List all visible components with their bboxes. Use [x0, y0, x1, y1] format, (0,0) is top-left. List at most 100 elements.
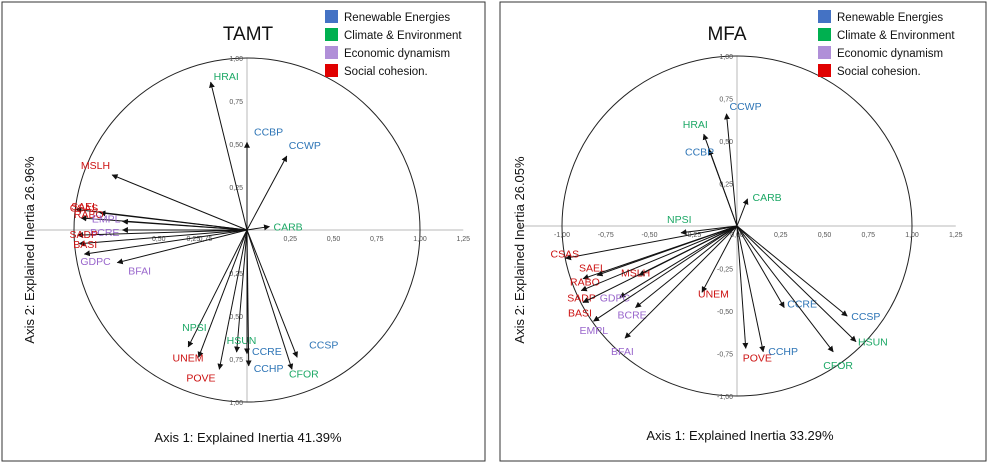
- loading-arrow-ccre: [736, 225, 785, 309]
- loading-arrow-pove: [217, 229, 248, 370]
- x-tick-label: 0,25: [283, 236, 297, 243]
- variable-label-mslh: MSLH: [81, 160, 110, 172]
- variable-label-cfor: CFOR: [823, 360, 853, 372]
- chart-title: MFA: [707, 24, 746, 45]
- variable-label-csas: CSAS: [551, 248, 580, 260]
- variable-label-ccwp: CCWP: [289, 140, 321, 152]
- loading-arrow-cfor: [736, 225, 834, 353]
- loading-arrow-sadp: [76, 229, 248, 238]
- variable-label-rabo: RABO: [74, 209, 104, 221]
- x-tick-label: 0,75: [861, 232, 875, 239]
- loading-arrow-sadp: [580, 225, 738, 292]
- x-tick-label: 1,00: [905, 232, 919, 239]
- x-tick-label: -0,25: [685, 232, 701, 239]
- correlation-circle: [73, 57, 421, 403]
- legend-label: Social cohesion.: [837, 66, 921, 78]
- legend-label: Climate & Environment: [837, 30, 955, 42]
- variable-label-ccwp: CCWP: [730, 101, 762, 113]
- y-tick-label: 0,25: [719, 182, 733, 189]
- variable-label-sael: SAEL: [71, 201, 98, 213]
- legend-swatch: [818, 64, 831, 77]
- loading-arrow-hsun: [736, 225, 857, 342]
- loading-arrow-bcre: [635, 225, 738, 308]
- legend-swatch: [325, 46, 338, 59]
- variable-label-hrai: HRAI: [683, 119, 708, 131]
- loading-arrow-cchp: [736, 225, 766, 353]
- legend-swatch: [325, 28, 338, 41]
- y-tick-label: -1,00: [717, 394, 733, 401]
- legend-label: Renewable Energies: [344, 12, 450, 24]
- y-tick-label: -0,25: [717, 267, 733, 274]
- legend-label: Renewable Energies: [837, 12, 943, 24]
- loading-arrow-basi: [582, 225, 738, 303]
- correlation-circle: [561, 55, 913, 397]
- mfa-panel: -1,00 -0,75 -0,50 -0,25 0,00 0,25 0,50 0,75 1,00…: [499, 1, 987, 462]
- y-tick-label: 1,00: [719, 54, 733, 61]
- variable-label-basi: BASI: [73, 239, 97, 251]
- variable-label-bcre: BCRE: [618, 310, 647, 322]
- loading-arrow-ccsp: [246, 229, 298, 358]
- y-tick-label: 0,25: [229, 185, 243, 192]
- loading-arrow-npsi: [680, 225, 738, 236]
- loading-arrow-ccwp: [246, 155, 288, 231]
- loading-arrow-ccsp: [736, 225, 848, 317]
- variable-label-bfai: BFAI: [128, 266, 151, 278]
- legend: Renewable Energies Climate & Environment E…: [818, 10, 955, 78]
- loading-arrow-ccbp: [708, 149, 738, 227]
- loading-arrow-cchp: [245, 229, 252, 367]
- loading-arrow-rabo: [582, 225, 738, 280]
- variable-label-ccsp: CCSP: [851, 311, 880, 323]
- x-tick-label: 1,25: [456, 236, 470, 243]
- loading-arrow-carb: [736, 198, 749, 227]
- loading-arrow-sael: [99, 210, 248, 231]
- variable-label-npsi: NPSI: [182, 322, 207, 334]
- tamt-panel: 0,50 0,750,25 0,25 0,50 0,75 1,00 1,251,000,75…: [1, 1, 486, 462]
- variable-label-ccre: CCRE: [787, 299, 817, 311]
- variable-label-gdpc: GDPC: [600, 292, 631, 304]
- x-tick-label: -1,00: [554, 232, 570, 239]
- variable-label-unem: UNEM: [698, 288, 729, 300]
- y-tick-label: 0,75: [229, 99, 243, 106]
- y-tick-label: -0,50: [717, 309, 733, 316]
- x-tick-label: -0,50: [642, 232, 658, 239]
- loading-arrow-cfor: [246, 229, 294, 370]
- loading-arrow-pove: [736, 225, 749, 349]
- plot-frame: [1, 1, 486, 462]
- x-tick-label: 0,50: [327, 236, 341, 243]
- variable-label-hrai: HRAI: [214, 71, 239, 83]
- chart-title: TAMT: [223, 24, 274, 45]
- x-tick-label: 0,50: [152, 236, 166, 243]
- loading-arrow-empl: [593, 225, 738, 322]
- variable-label-mslh: MSLH: [621, 267, 650, 279]
- y-tick-label: 0,50: [229, 314, 243, 321]
- variable-label-pove: POVE: [186, 372, 215, 384]
- loading-arrow-basi: [78, 229, 248, 247]
- variable-label-npsi: NPSI: [667, 214, 692, 226]
- y-axis-title: Axis 2: Explained Inertia 26.96%: [22, 156, 37, 344]
- loading-arrow-bfai: [624, 225, 738, 339]
- loading-arrow-npsi: [187, 229, 248, 348]
- loading-arrow-empl: [121, 218, 248, 231]
- variable-label-empl: EMPL: [92, 213, 121, 225]
- x-tick-label: 0,50: [818, 232, 832, 239]
- legend-swatch: [818, 46, 831, 59]
- variable-label-ccbp: CCBP: [254, 126, 283, 138]
- loading-arrow-gdpc: [83, 229, 248, 257]
- legend-swatch: [818, 28, 831, 41]
- variable-label-ccbp: CCBP: [685, 147, 714, 159]
- legend-label: Climate & Environment: [344, 30, 462, 42]
- variable-label-carb: CARB: [273, 222, 302, 234]
- legend-label: Economic dynamism: [344, 48, 450, 60]
- x-tick-label: -0,75: [598, 232, 614, 239]
- legend-swatch: [325, 10, 338, 23]
- variable-label-empl: EMPL: [580, 325, 609, 337]
- variable-label-hsun: HSUN: [858, 337, 888, 349]
- y-tick-label: 0,25: [229, 271, 243, 278]
- legend-swatch: [325, 64, 338, 77]
- variable-label-basi: BASI: [568, 308, 592, 320]
- x-tick-label: 0,25: [774, 232, 788, 239]
- x-tick-label: 0,25: [187, 236, 201, 243]
- y-tick-label: -0,75: [717, 352, 733, 359]
- loading-arrow-gdpc: [619, 225, 738, 298]
- variable-label-ccre: CCRE: [252, 346, 282, 358]
